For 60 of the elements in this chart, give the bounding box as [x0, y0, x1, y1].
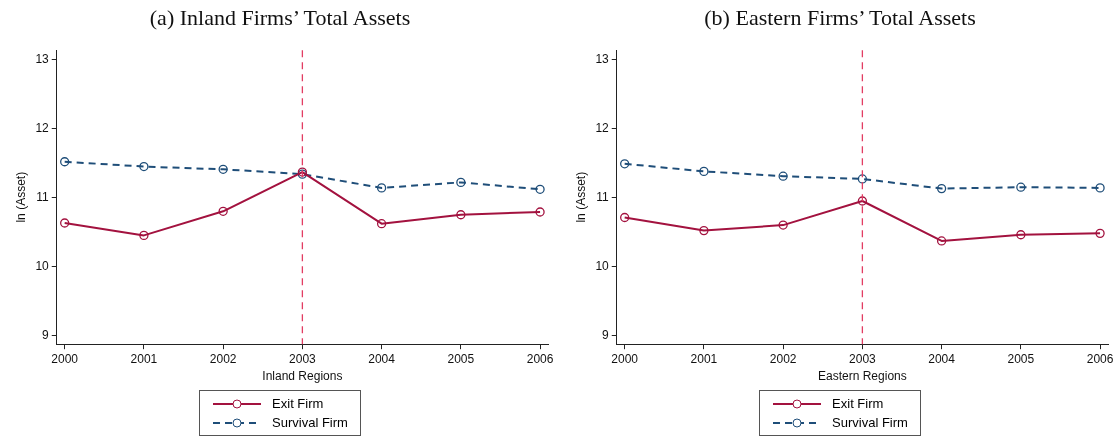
y-tick-label: 11: [596, 189, 610, 204]
point: [1016, 230, 1026, 240]
point: [376, 219, 387, 229]
x-tick-label: 2003: [289, 351, 317, 366]
point: [936, 236, 947, 246]
x-tick-label: 2001: [690, 351, 718, 366]
point: [620, 212, 630, 223]
point: [218, 164, 228, 174]
point: [456, 177, 466, 188]
x-tick-label: 2004: [368, 351, 396, 366]
point: [1016, 182, 1026, 192]
point: [139, 230, 149, 241]
x-tick-label: 2003: [849, 351, 877, 366]
point: [456, 210, 466, 220]
point: [60, 157, 70, 167]
point: [535, 207, 545, 217]
point: [620, 159, 630, 169]
x-tick-label: 2002: [209, 351, 237, 366]
x-tick-label: 2001: [130, 351, 158, 366]
legend-label: Survival Firm: [832, 415, 908, 430]
point: [1095, 183, 1105, 193]
y-tick-label: 9: [42, 327, 50, 342]
x-axis-title: Eastern Regions: [818, 369, 907, 384]
y-tick-label: 10: [35, 258, 50, 273]
x-tick-label: 2000: [51, 351, 79, 366]
y-tick-label: 13: [595, 52, 610, 67]
point: [376, 183, 387, 193]
point: [778, 171, 788, 181]
x-tick-label: 2006: [1086, 351, 1114, 366]
legend-label: Survival Firm: [272, 415, 348, 430]
point: [1095, 228, 1105, 238]
point: [535, 184, 545, 194]
y-tick-label: 11: [36, 189, 50, 204]
x-tick-label: 2006: [526, 351, 554, 366]
chart-title: (b) Eastern Firms’ Total Assets: [703, 4, 977, 32]
x-tick-label: 2000: [611, 351, 639, 366]
y-tick-label: 13: [35, 52, 50, 67]
point: [139, 161, 149, 172]
legend-label: Exit Firm: [272, 396, 324, 411]
point: [60, 218, 70, 228]
x-tick-label: 2005: [1007, 351, 1035, 366]
y-axis-title: ln (Asset): [13, 171, 28, 223]
x-axis-title: Inland Regions: [262, 369, 343, 384]
y-tick-label: 12: [35, 121, 50, 135]
point: [857, 196, 868, 206]
x-tick-label: 2004: [928, 351, 956, 366]
y-tick-label: 12: [595, 121, 610, 135]
point: [857, 174, 868, 184]
point: [778, 220, 788, 230]
x-tick-label: 2002: [769, 351, 797, 366]
x-tick-label: 2005: [447, 351, 475, 366]
point: [699, 225, 709, 236]
legend-label: Exit Firm: [832, 396, 884, 411]
y-axis-title: ln (Asset): [573, 171, 588, 223]
point: [936, 183, 947, 194]
chart-title: (a) Inland Firms’ Total Assets: [148, 4, 412, 32]
point: [218, 206, 228, 216]
y-tick-label: 9: [602, 327, 610, 342]
point: [699, 166, 709, 177]
y-tick-label: 10: [595, 258, 610, 273]
